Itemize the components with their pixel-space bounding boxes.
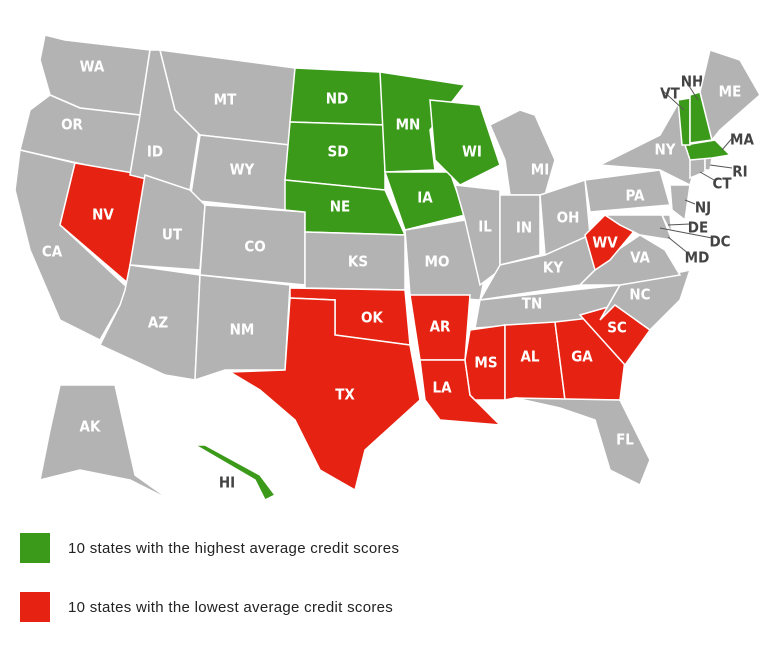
state-shape [453,184,501,287]
state-label: NC [629,286,650,304]
state-label: IN [516,219,532,237]
state-label: ME [719,83,742,101]
state-label: MI [531,161,549,179]
leader-line [709,164,733,169]
state-label: NV [92,206,114,224]
state-label: WI [462,143,482,161]
legend-item: 10 states with the lowest average credit… [20,592,393,622]
state-label: MT [214,91,237,109]
state-shape [704,157,713,171]
state-label: AZ [148,314,168,332]
state-label: NY [654,141,675,159]
state-label: AK [80,418,101,436]
state-label: CO [244,238,265,256]
legend-swatch [20,592,50,622]
state-shape [379,71,467,173]
state-label: LA [432,379,452,397]
state-label: MD [685,249,710,267]
state-shape [429,99,501,186]
state-label: ID [147,143,163,161]
state-shape [39,384,171,501]
state-label: CT [712,175,732,193]
state-label: CA [42,243,63,261]
state-label: NE [330,198,351,216]
state-label: OH [557,209,580,227]
state-label: AR [430,318,451,336]
state-shape [192,444,277,502]
state-label: VT [660,85,680,103]
state-label: IA [417,189,433,207]
state-label: WA [80,58,105,76]
state-label: SC [607,319,627,337]
leader-line [667,223,691,226]
state-label: NM [230,321,255,339]
state-label: KS [348,253,368,271]
state-shape [499,194,541,266]
leader-line [667,236,690,255]
state-label: FL [616,431,634,449]
state-label: PA [626,187,646,205]
state-shape [584,169,671,213]
state-label: VA [630,249,650,267]
state-label: NJ [695,199,711,217]
state-label: RI [732,163,747,181]
state-label: ND [326,90,349,108]
state-label: WY [230,161,255,179]
state-label: TX [335,386,355,404]
state-label: MN [396,116,421,134]
state-label: SD [328,143,349,161]
state-label: DE [688,219,708,237]
state-label: AL [520,348,539,366]
state-label: WV [592,234,618,252]
state-shape [404,219,486,301]
legend-item: 10 states with the highest average credi… [20,533,399,563]
leader-line [659,227,713,239]
state-label: MO [425,253,450,271]
us-map: WA OR CA NV ID MT WY UT CO AZ NM ND SD NE KS OK TX MN IA MO… [14,34,761,502]
state-label: KY [543,259,563,277]
state-shape [669,184,691,222]
state-label: DC [709,233,730,251]
state-label: GA [571,348,593,366]
state-label: HI [219,474,235,492]
state-shape [602,214,674,241]
state-shape [514,397,651,487]
leader-line [661,89,685,111]
state-label: MA [730,131,754,149]
leader-line [699,171,715,181]
leader-line [684,199,696,205]
state-label: MS [474,354,497,372]
state-shape [677,97,691,146]
leader-line [721,135,735,151]
state-label: IL [478,218,492,236]
state-shape [194,274,291,382]
leader-line [683,77,699,101]
state-label: UT [162,226,183,244]
state-shape [489,109,556,196]
state-shape [227,297,421,492]
legend-swatch [20,533,50,563]
state-label: NH [681,73,704,91]
state-label: OR [61,116,83,134]
legend-label: 10 states with the lowest average credit… [68,598,394,616]
state-label: OK [361,309,383,327]
legend-label: 10 states with the highest average credi… [68,539,400,557]
state-label: TN [522,295,543,313]
state-shape [699,49,761,142]
state-shape [689,157,706,180]
